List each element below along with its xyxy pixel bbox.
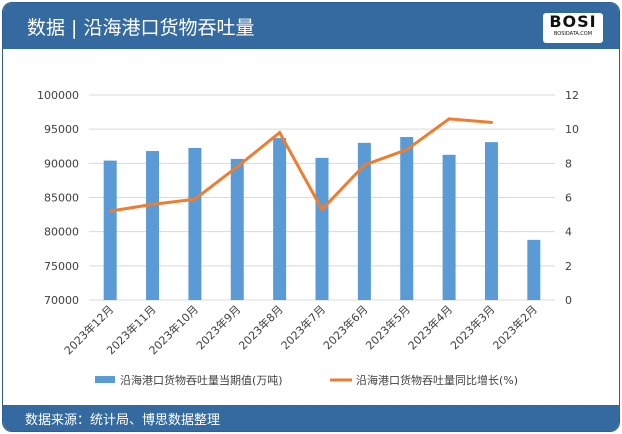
bar <box>188 147 202 300</box>
legend-bar-swatch <box>95 376 115 383</box>
y-left-tick: 90000 <box>44 157 79 170</box>
y-right-tick: 2 <box>565 260 572 273</box>
line-point <box>320 207 324 211</box>
y-right-tick: 0 <box>565 294 572 307</box>
bar <box>442 154 456 300</box>
x-tick: 2023年4月 <box>405 302 455 352</box>
bar <box>484 142 498 300</box>
y-left-tick: 70000 <box>44 294 79 307</box>
x-tick: 2023年2月 <box>490 302 540 352</box>
x-tick: 2023年8月 <box>236 302 286 352</box>
bar <box>146 151 160 300</box>
chart-title: 数据 | 沿海港口货物吞吐量 <box>27 17 255 39</box>
y-right-tick: 8 <box>565 157 572 170</box>
line-point <box>108 209 112 213</box>
bar <box>230 158 244 300</box>
y-right-tick: 4 <box>565 226 572 239</box>
x-tick: 2023年6月 <box>320 302 370 352</box>
line-point <box>151 202 155 206</box>
line-point <box>278 131 282 135</box>
y-left-tick: 100000 <box>37 89 79 102</box>
bar <box>315 157 329 300</box>
x-tick: 2023年5月 <box>363 302 413 352</box>
y-left-tick: 75000 <box>44 260 79 273</box>
y-right-tick: 12 <box>565 89 579 102</box>
y-right-tick: 6 <box>565 192 572 205</box>
y-right-tick: 10 <box>565 123 579 136</box>
line-point <box>405 148 409 152</box>
line-point <box>193 197 197 201</box>
line-point <box>362 163 366 167</box>
bar <box>103 160 117 300</box>
bosi-logo: BOSI BOSIDATA.COM <box>543 13 603 43</box>
footer: 数据来源：统计局、博思数据整理 <box>3 405 619 431</box>
x-tick: 2023年7月 <box>278 302 328 352</box>
y-left-tick: 95000 <box>44 123 79 136</box>
data-source: 数据来源：统计局、博思数据整理 <box>25 413 221 428</box>
bar <box>273 138 287 300</box>
x-tick: 2023年9月 <box>193 302 243 352</box>
y-left-tick: 80000 <box>44 226 79 239</box>
y-left-tick: 85000 <box>44 192 79 205</box>
line-point <box>447 117 451 121</box>
line-point <box>489 120 493 124</box>
x-tick: 2023年3月 <box>447 302 497 352</box>
legend-bar-label: 沿海港口货物吞吐量当期值(万吨) <box>120 373 283 387</box>
bar <box>527 239 541 300</box>
bar <box>400 137 414 300</box>
header: 数据 | 沿海港口货物吞吐量 BOSI BOSIDATA.COM <box>3 3 619 49</box>
line-point <box>235 165 239 169</box>
line-series <box>109 117 492 213</box>
bar <box>357 142 371 300</box>
legend-line-label: 沿海港口货物吞吐量同比增长(%) <box>356 373 518 387</box>
